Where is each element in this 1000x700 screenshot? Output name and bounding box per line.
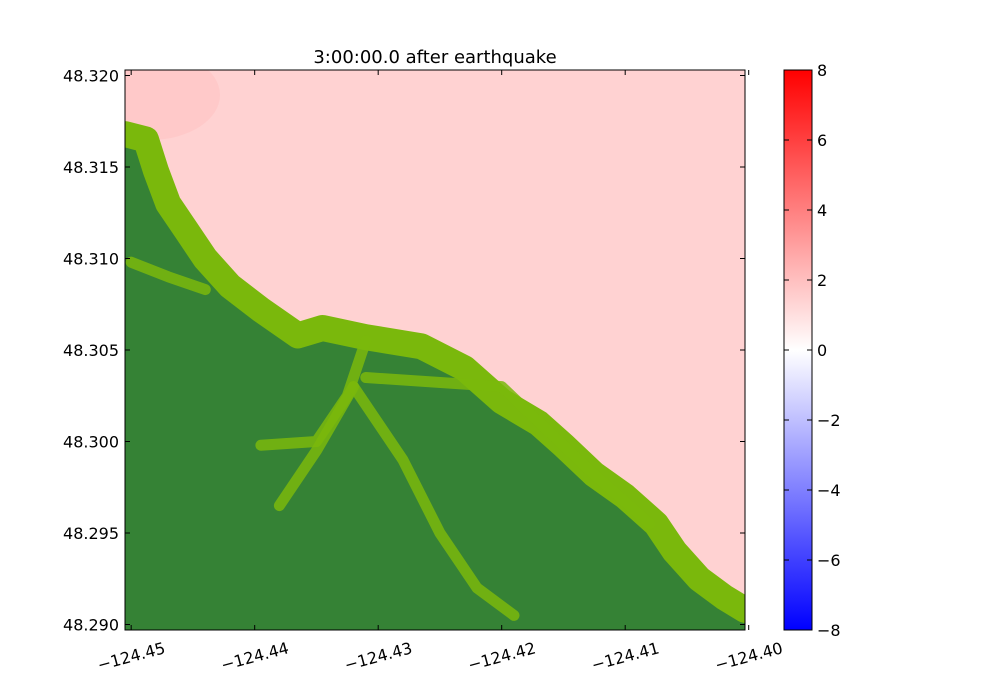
- shoreline-strip: [125, 121, 745, 623]
- valley-3: [360, 372, 656, 530]
- colorbar-tick-label: −2: [817, 411, 841, 430]
- y-tick-label: 48.295: [63, 524, 119, 543]
- valley-2: [348, 381, 520, 621]
- y-tick-label: 48.300: [63, 433, 119, 452]
- valley-4: [125, 256, 211, 296]
- valleys-group: [125, 256, 656, 621]
- y-tick-label: 48.320: [63, 66, 119, 85]
- colorbar-tick-label: 6: [817, 131, 827, 150]
- colorbar-tick-label: 8: [817, 61, 827, 80]
- valley-1: [273, 381, 359, 512]
- x-tick-label: −124.42: [466, 638, 538, 674]
- colorbar-axis: 8 6 4 2 0 −2 −4 −6 −8: [784, 61, 841, 640]
- y-tick-label: 48.310: [63, 249, 119, 268]
- x-tick-label: −124.43: [342, 638, 414, 674]
- x-tick-label: −124.45: [95, 638, 167, 674]
- colorbar-tick-label: 2: [817, 271, 827, 290]
- y-tick-label: 48.290: [63, 616, 119, 635]
- colorbar-tick-label: −6: [817, 551, 841, 570]
- colorbar-tick-label: 4: [817, 201, 827, 220]
- colorbar-tick-label: −8: [817, 621, 841, 640]
- y-tick-label: 48.315: [63, 158, 119, 177]
- plot-area: [125, 70, 745, 630]
- y-tick-label: 48.305: [63, 341, 119, 360]
- x-tick-label: −124.40: [713, 638, 785, 674]
- x-tick-label: −124.44: [219, 638, 291, 674]
- y-axis: 48.290 48.295 48.300 48.305 48.310 48.315 48.3…: [63, 66, 745, 635]
- chart-title: 3:00:00.0 after earthquake: [313, 47, 556, 68]
- water-surface-highlight: [125, 70, 220, 140]
- colorbar-tick-label: 0: [817, 341, 827, 360]
- x-tick-label: −124.41: [589, 638, 661, 674]
- colorbar-tick-label: −4: [817, 481, 841, 500]
